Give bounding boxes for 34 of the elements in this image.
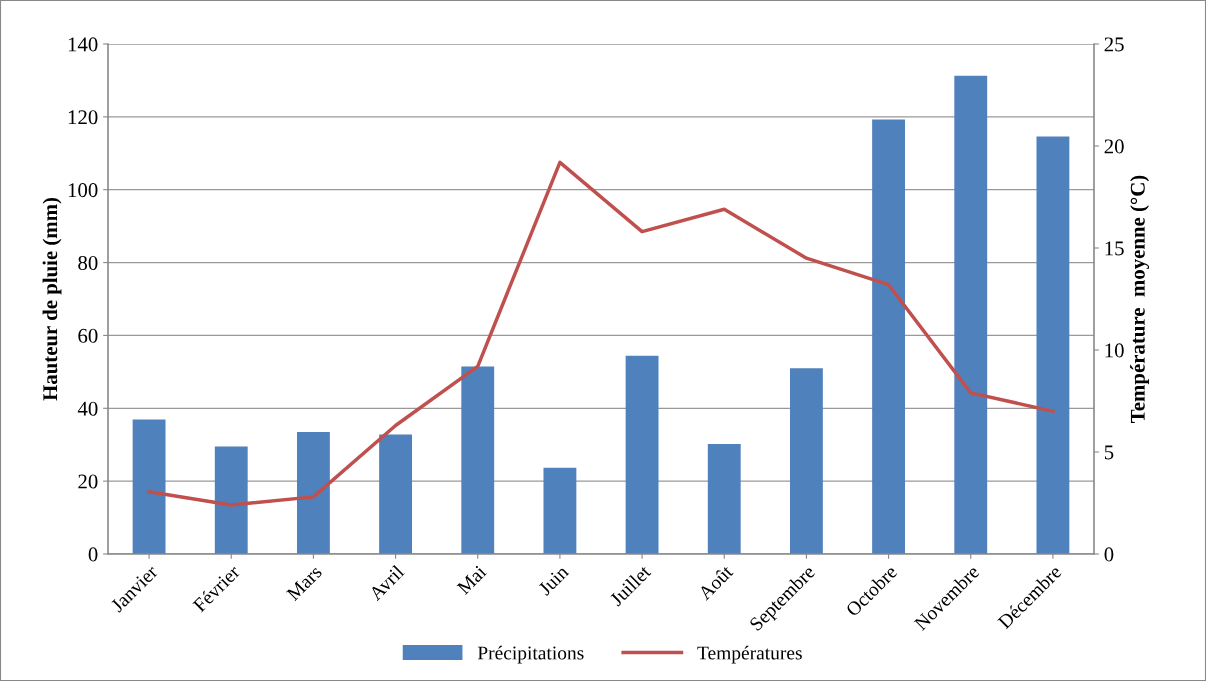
bar: [214, 446, 248, 554]
y2-tick-label: 0: [1104, 547, 1114, 562]
legend-label: Précipitations: [477, 645, 584, 664]
bar: [1036, 136, 1070, 554]
y2-tick-label: 20: [1104, 139, 1124, 154]
bar: [132, 419, 166, 554]
y-axis-title: Hauteur de pluie (mm): [42, 197, 62, 401]
y-tick-label: 0: [88, 547, 98, 562]
bar: [954, 75, 988, 554]
y2-tick-label: 25: [1104, 37, 1124, 52]
bar: [296, 431, 330, 554]
y2-tick-label: 10: [1105, 343, 1124, 358]
bar: [379, 434, 413, 554]
y-tick-label: 60: [78, 328, 98, 343]
bar: [625, 355, 659, 554]
y-tick-label: 100: [68, 183, 98, 198]
y-tick-label: 80: [78, 255, 98, 270]
bar: [461, 366, 495, 554]
y2-tick-label: 15: [1105, 241, 1124, 256]
bar: [872, 119, 906, 554]
x-tick-label: Mars: [286, 564, 323, 602]
y2-axis-title: Température moyenne (°C): [1130, 175, 1150, 423]
x-tick-label: Mai: [456, 564, 488, 596]
legend-label: Températures: [697, 645, 802, 664]
line-series: [147, 160, 1055, 507]
bar: [543, 467, 577, 554]
bar: [707, 443, 741, 554]
y-tick-label: 40: [77, 401, 98, 416]
y-tick-label: 120: [68, 110, 98, 125]
y2-tick-label: 5: [1104, 445, 1114, 460]
bar: [789, 368, 823, 554]
x-tick-label: Juin: [537, 564, 570, 597]
y-tick-label: 140: [68, 37, 98, 52]
y-tick-label: 20: [78, 474, 98, 489]
